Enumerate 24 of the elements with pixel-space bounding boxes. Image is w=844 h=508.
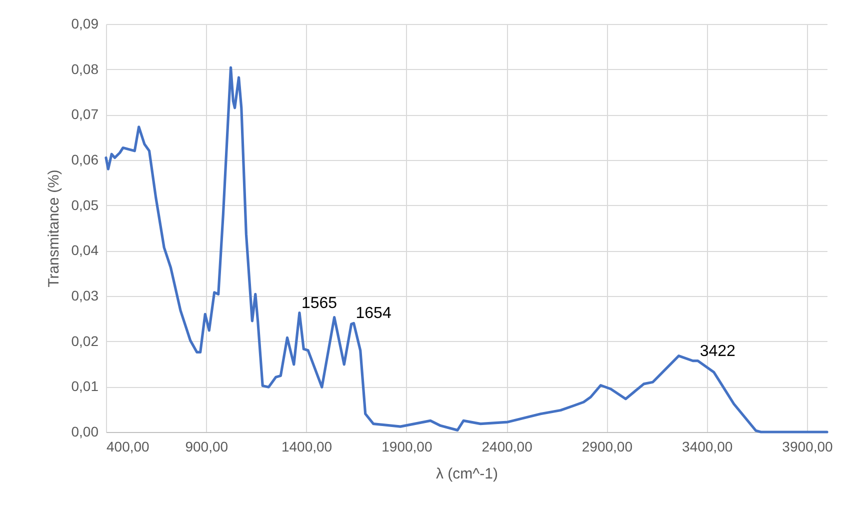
y-tick-label: 0,07 <box>71 106 99 122</box>
y-axis-title: Transmitance (%) <box>45 170 62 288</box>
x-tick-label: 1900,00 <box>382 438 432 454</box>
y-tick-label: 0,09 <box>71 16 99 32</box>
x-axis-title: λ (cm^-1) <box>436 466 498 482</box>
y-tick-label: 0,04 <box>71 242 99 258</box>
x-tick-label: 2900,00 <box>582 438 633 454</box>
x-tick-label: 2400,00 <box>482 438 533 454</box>
y-tick-label: 0,01 <box>71 378 99 394</box>
y-tick-label: 0,05 <box>71 196 99 213</box>
line-series <box>104 66 828 434</box>
y-tick-label: 0,06 <box>71 152 99 168</box>
annotation: 3422 <box>700 342 736 360</box>
y-tick-label: 0,00 <box>71 424 99 440</box>
y-tick-label: 0,02 <box>71 332 99 349</box>
annotation: 1565 <box>301 294 338 312</box>
x-tick-label: 900,00 <box>185 438 228 454</box>
y-tick-label: 0,03 <box>71 288 99 304</box>
x-tick-label: 3400,00 <box>682 438 733 454</box>
x-tick-label: 1400,00 <box>281 438 332 454</box>
y-tick-label: 0,08 <box>71 60 99 77</box>
x-tick-label: 3900,00 <box>782 438 833 454</box>
x-tick-label: 400,00 <box>106 438 150 454</box>
annotation: 1654 <box>356 305 392 322</box>
